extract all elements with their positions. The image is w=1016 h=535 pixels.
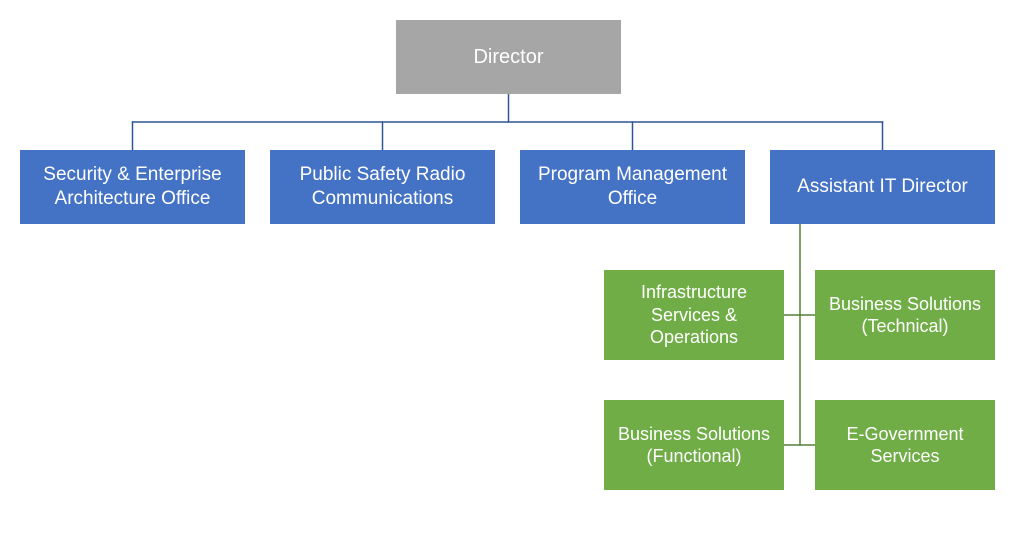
node-label: Assistant IT Director — [797, 175, 968, 199]
node-business-solutions-functional: Business Solutions (Functional) — [604, 400, 784, 490]
node-e-government-services: E-Government Services — [815, 400, 995, 490]
node-label: Infrastructure Services & Operations — [614, 281, 774, 349]
org-chart-canvas: Director Security & Enterprise Architect… — [0, 0, 1016, 535]
node-label: Business Solutions (Technical) — [825, 293, 985, 338]
node-program-management-office: Program Management Office — [520, 150, 745, 224]
node-label: Security & Enterprise Architecture Offic… — [30, 163, 235, 211]
node-security-enterprise-architecture: Security & Enterprise Architecture Offic… — [20, 150, 245, 224]
node-public-safety-radio: Public Safety Radio Communications — [270, 150, 495, 224]
node-business-solutions-technical: Business Solutions (Technical) — [815, 270, 995, 360]
node-label: Business Solutions (Functional) — [614, 423, 774, 468]
node-assistant-it-director: Assistant IT Director — [770, 150, 995, 224]
node-label: Program Management Office — [530, 163, 735, 211]
node-director: Director — [396, 20, 621, 94]
node-label: Public Safety Radio Communications — [280, 163, 485, 211]
node-label: E-Government Services — [825, 423, 985, 468]
node-label: Director — [473, 45, 543, 70]
node-infrastructure-services-operations: Infrastructure Services & Operations — [604, 270, 784, 360]
